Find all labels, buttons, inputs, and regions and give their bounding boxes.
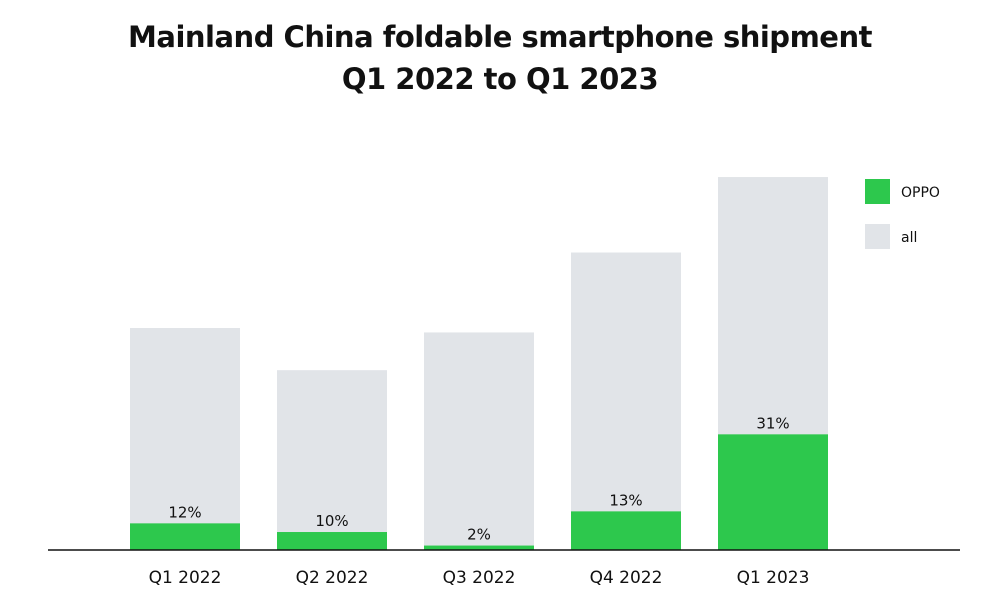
chart-title-line-2: Q1 2022 to Q1 2023 <box>341 62 659 96</box>
data-label-oppo-2: 10% <box>315 512 348 530</box>
data-label-oppo-3: 2% <box>467 526 491 544</box>
chart-title-line-1: Mainland China foldable smartphone shipm… <box>128 20 872 54</box>
data-label-oppo-4: 13% <box>609 491 642 509</box>
bar-oppo-1 <box>130 523 240 550</box>
bar-oppo-3 <box>424 545 534 550</box>
bar-all-1 <box>130 328 240 550</box>
data-label-oppo-1: 12% <box>168 503 201 521</box>
legend-label-oppo: OPPO <box>901 185 940 201</box>
x-tick-label-1: Q1 2022 <box>149 568 222 588</box>
data-label-oppo-5: 31% <box>756 414 789 432</box>
x-tick-label-4: Q4 2022 <box>590 568 663 588</box>
x-tick-label-2: Q2 2022 <box>296 568 369 588</box>
legend-swatch-oppo <box>865 179 890 204</box>
bar-all-4 <box>571 252 681 550</box>
legend-swatch-all <box>865 224 890 249</box>
legend-label-all: all <box>901 230 917 246</box>
bar-oppo-4 <box>571 511 681 550</box>
x-tick-label-3: Q3 2022 <box>443 568 516 588</box>
x-tick-label-5: Q1 2023 <box>737 568 810 588</box>
bar-all-3 <box>424 332 534 550</box>
chart-title: Mainland China foldable smartphone shipm… <box>0 16 1000 100</box>
bar-oppo-2 <box>277 532 387 550</box>
bar-oppo-5 <box>718 434 828 550</box>
bar-all-2 <box>277 370 387 550</box>
